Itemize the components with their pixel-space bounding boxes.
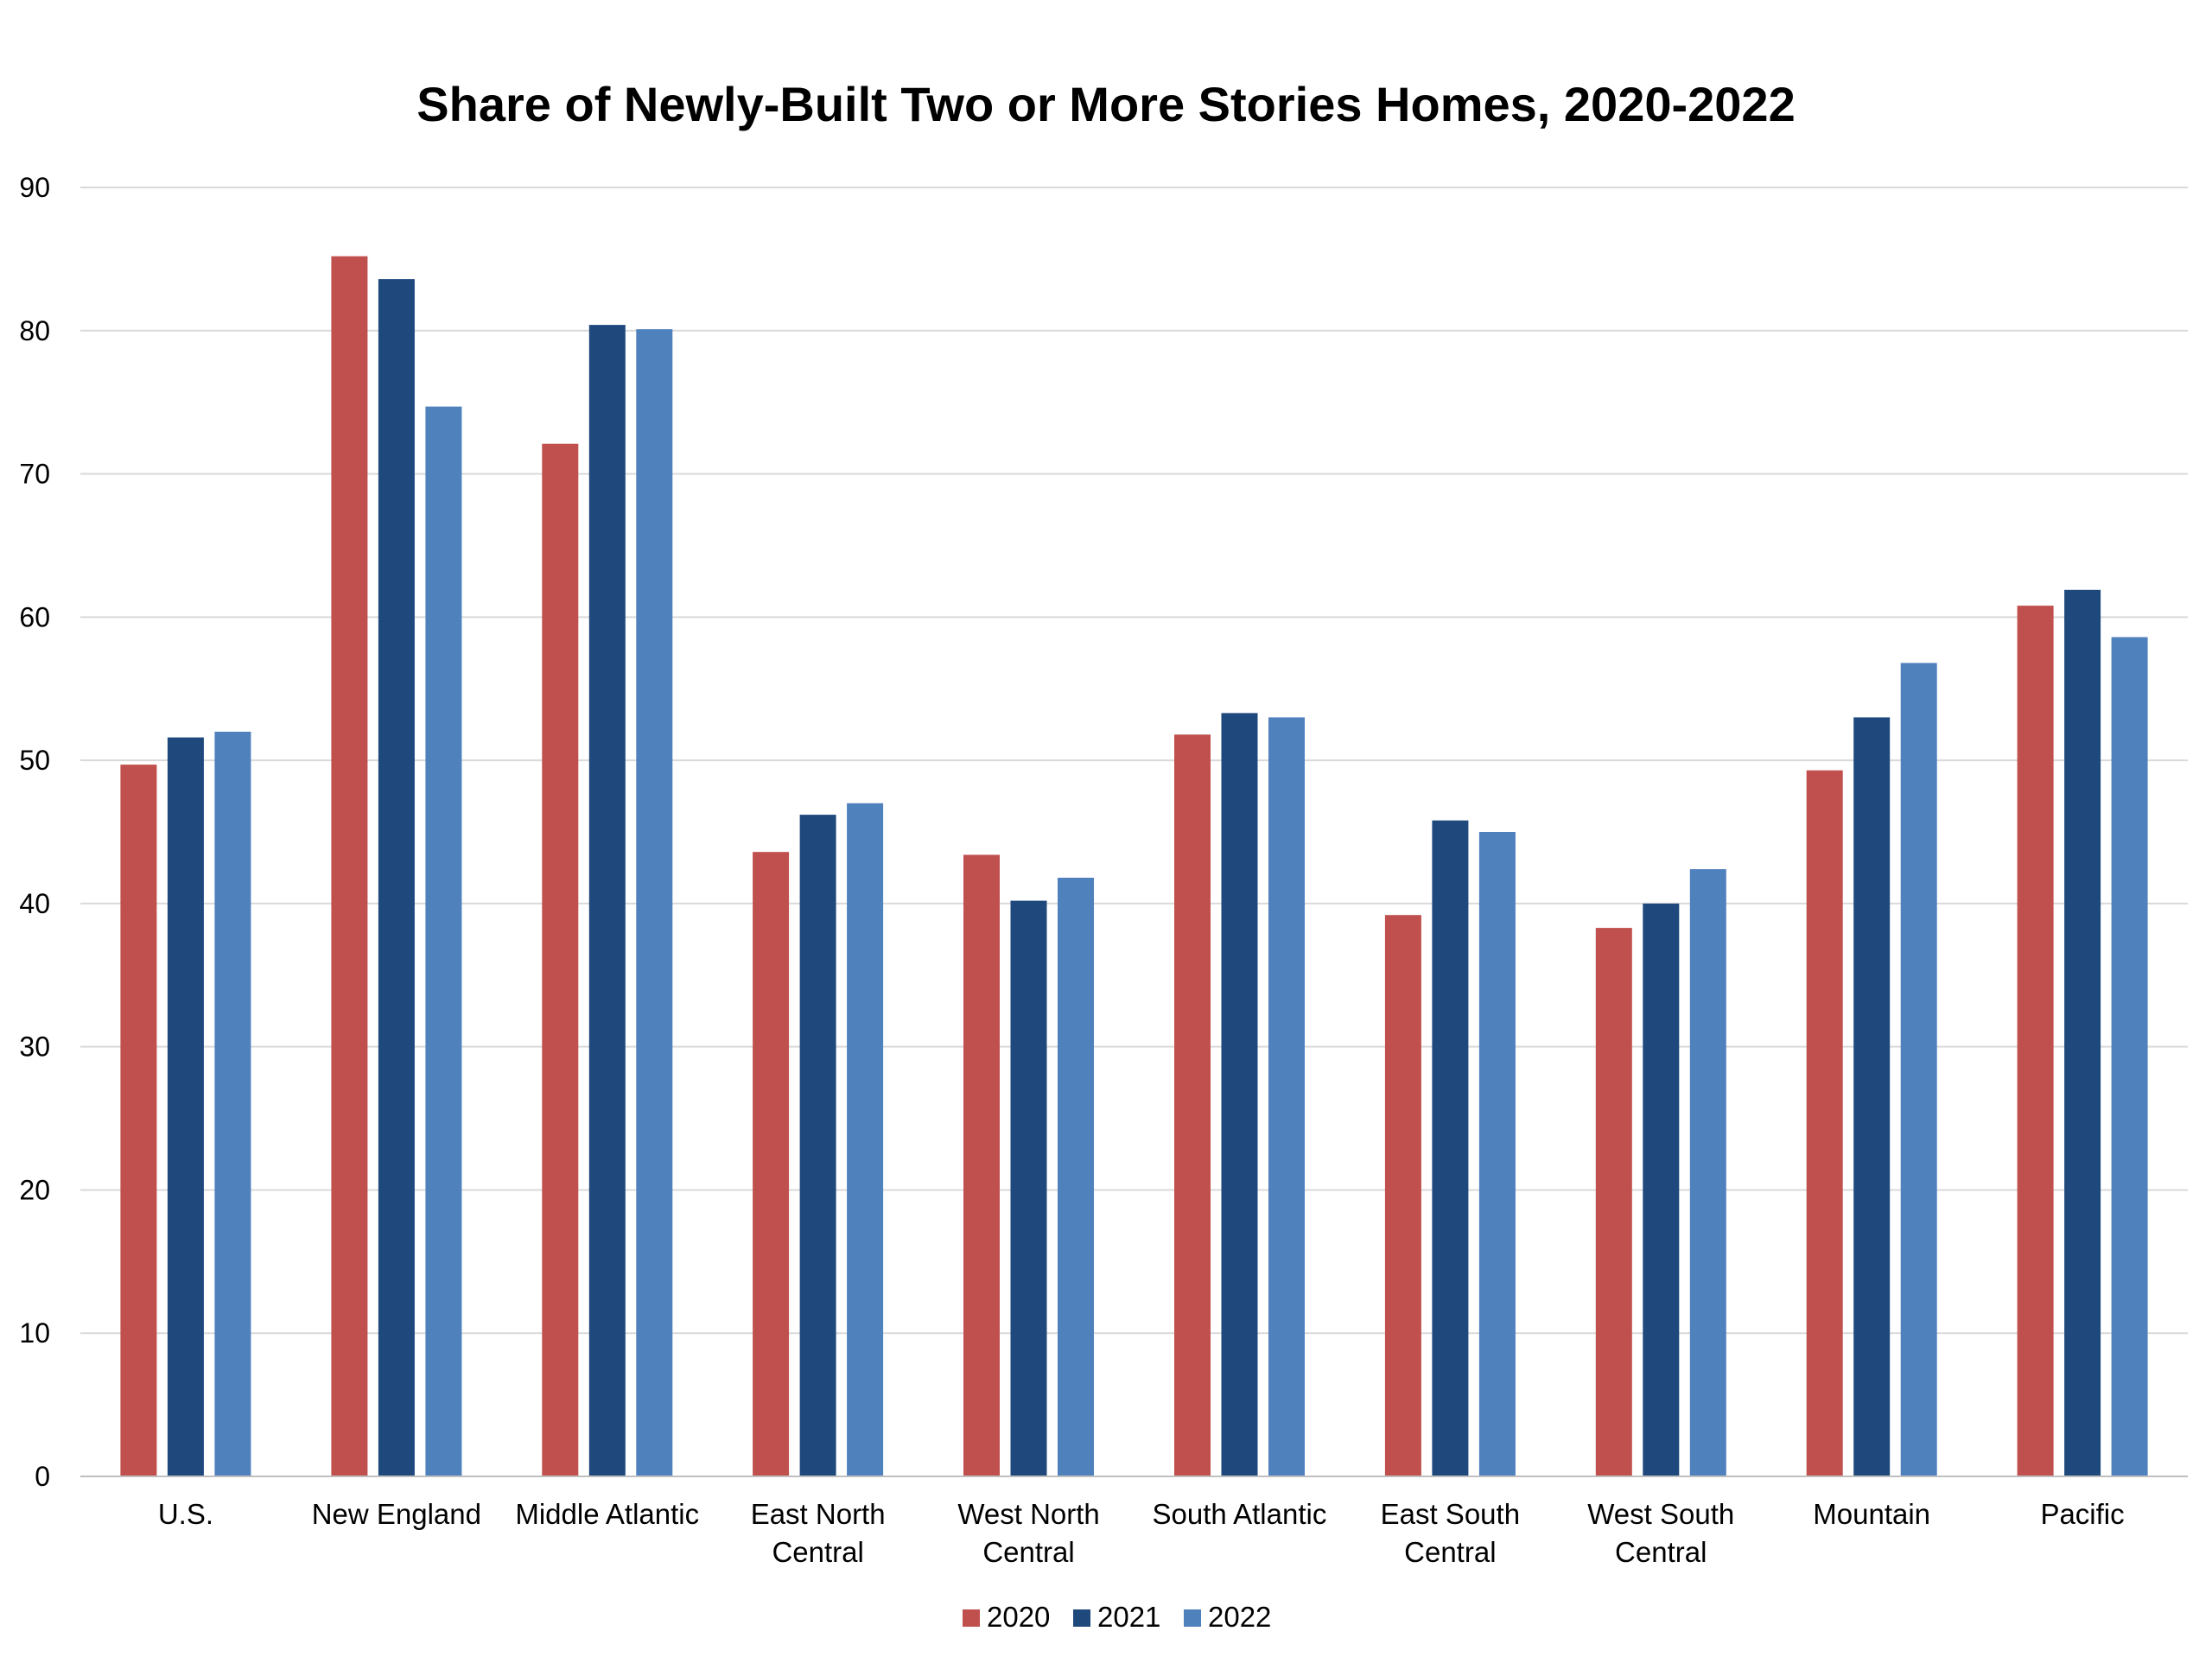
bar-2021 (378, 279, 415, 1477)
x-tick-label: West North Central (957, 1498, 1099, 1568)
x-tick-label-line: South Atlantic (1153, 1498, 1327, 1530)
y-tick-label: 40 (19, 888, 50, 919)
x-tick-label-line: U.S. (158, 1498, 213, 1530)
x-tick-label: East North Central (751, 1498, 886, 1568)
x-tick-label: Mountain (1813, 1498, 1930, 1530)
x-tick-label-line: West South (1587, 1498, 1734, 1530)
bar-2020 (1806, 770, 1843, 1476)
bar-2022 (636, 329, 673, 1477)
bar-2022 (1478, 832, 1516, 1476)
y-tick-label: 90 (19, 172, 50, 203)
legend-label-2020: 2020 (987, 1601, 1050, 1633)
x-tick-label-line: Mountain (1813, 1498, 1930, 1530)
bar-2021 (1853, 717, 1891, 1476)
x-tick-label-line: West North (957, 1498, 1099, 1530)
bar-2020 (120, 765, 157, 1476)
bar-2022 (847, 803, 884, 1476)
bar-2021 (1643, 903, 1680, 1476)
x-tick-label-line: Central (982, 1536, 1074, 1568)
x-tick-label-line: Central (772, 1536, 863, 1568)
bar-2022 (425, 406, 462, 1477)
y-tick-label: 70 (19, 459, 50, 490)
bar-2020 (1384, 915, 1421, 1476)
x-tick-label-line: East South (1381, 1498, 1520, 1530)
legend: 2020 2021 2022 (963, 1601, 1271, 1633)
y-tick-label: 0 (35, 1461, 50, 1492)
bar-2022 (1268, 717, 1305, 1476)
bar-2021 (799, 815, 836, 1476)
bar-2021 (167, 737, 204, 1476)
legend-swatch-2022 (1184, 1609, 1201, 1627)
bar-2022 (1058, 878, 1094, 1476)
x-tick-label: New England (312, 1498, 481, 1530)
bar-2020 (2017, 606, 2054, 1476)
bar-2021 (1221, 713, 1258, 1476)
x-tick-label-line: Pacific (2040, 1498, 2124, 1530)
y-tick-label: 50 (19, 745, 50, 776)
bar-2022 (2111, 637, 2148, 1476)
y-axis-ticks: 0 10 20 30 40 50 60 70 80 90 (19, 172, 50, 1492)
y-tick-label: 10 (19, 1317, 50, 1349)
x-axis-ticks: U.S. New England Middle Atlantic East North… (158, 1498, 2125, 1568)
bar-2021 (1432, 820, 1469, 1476)
legend-swatch-2020 (963, 1609, 980, 1627)
x-tick-label-line: Middle Atlantic (515, 1498, 699, 1530)
legend-swatch-2021 (1073, 1609, 1090, 1627)
bar-2020 (753, 852, 790, 1476)
y-tick-label: 60 (19, 601, 50, 632)
x-tick-label: Pacific (2040, 1498, 2124, 1530)
bar-2021 (2064, 589, 2101, 1476)
bar-2022 (1689, 869, 1726, 1476)
x-tick-label-line: Central (1404, 1536, 1496, 1568)
legend-label-2022: 2022 (1208, 1601, 1271, 1633)
x-tick-label-line: Central (1615, 1536, 1707, 1568)
bars (120, 256, 2148, 1477)
bar-2020 (542, 443, 579, 1477)
y-tick-label: 20 (19, 1174, 50, 1205)
bar-2022 (1900, 663, 1937, 1476)
x-tick-label: East South Central (1381, 1498, 1520, 1568)
bar-2021 (1010, 900, 1047, 1476)
bar-2020 (963, 854, 1000, 1476)
bar-2020 (1595, 928, 1632, 1476)
x-tick-label-line: East North (751, 1498, 886, 1530)
x-tick-label: Middle Atlantic (515, 1498, 699, 1530)
x-tick-label: U.S. (158, 1498, 213, 1530)
bar-2022 (214, 732, 251, 1476)
chart-title: Share of Newly-Built Two or More Stories… (416, 77, 1795, 131)
y-tick-label: 30 (19, 1031, 50, 1063)
y-tick-label: 80 (19, 315, 50, 346)
bar-2021 (588, 325, 626, 1477)
x-tick-label: West South Central (1587, 1498, 1734, 1568)
x-tick-label: South Atlantic (1153, 1498, 1327, 1530)
bar-2020 (1174, 734, 1211, 1476)
x-tick-label-line: New England (312, 1498, 481, 1530)
legend-label-2021: 2021 (1097, 1601, 1160, 1633)
bar-2020 (331, 256, 368, 1477)
